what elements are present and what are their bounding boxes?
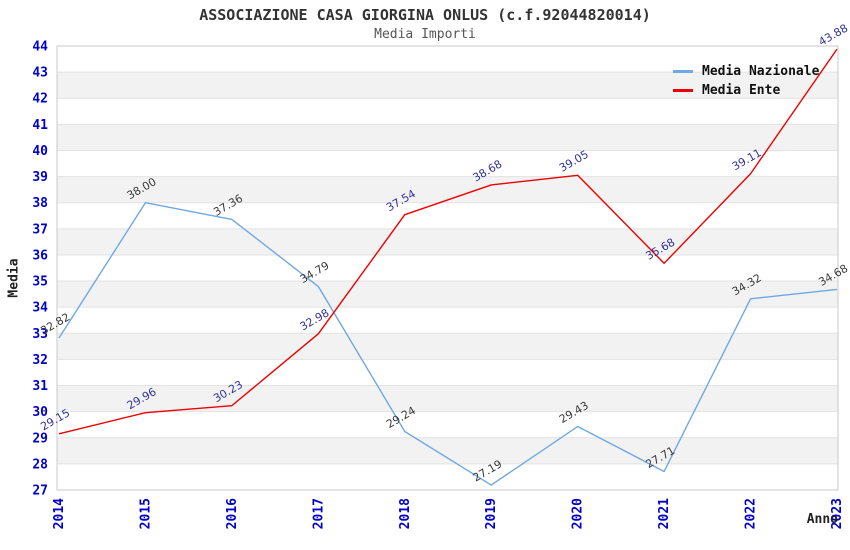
y-tick-label: 35 [32, 275, 48, 290]
legend-label-media-nazionale: Media Nazionale [702, 64, 820, 79]
x-tick-label: 2015 [138, 498, 153, 529]
y-tick-label: 42 [32, 92, 48, 107]
band [57, 437, 838, 464]
chart-title: ASSOCIAZIONE CASA GIORGINA ONLUS (c.f.92… [199, 6, 651, 24]
plot-frame [56, 45, 839, 491]
legend-item-media-nazionale: Media Nazionale [673, 62, 819, 81]
plot-area [57, 46, 838, 490]
band [57, 281, 838, 308]
legend-item-media-ente: Media Ente [673, 81, 819, 100]
y-tick-label: 31 [32, 379, 48, 394]
x-tick-label: 2019 [484, 498, 499, 529]
x-tick-label: 2021 [657, 498, 672, 529]
x-tick-label: 2014 [52, 498, 67, 529]
band [57, 124, 838, 151]
x-tick-label: 2022 [744, 498, 759, 529]
y-tick-label: 40 [32, 144, 48, 159]
y-tick-label: 36 [32, 248, 48, 263]
x-tick-label: 2023 [830, 498, 845, 529]
y-tick-label: 41 [32, 118, 48, 133]
y-tick-label: 30 [32, 405, 48, 420]
series-line-media-ente [58, 48, 838, 435]
x-axis-title: Anno [806, 512, 838, 527]
chart-header: ASSOCIAZIONE CASA GIORGINA ONLUS (c.f.92… [0, 0, 850, 42]
x-tick-label: 2016 [225, 498, 240, 529]
y-tick-label: 32 [32, 353, 48, 368]
y-tick-label: 43 [32, 66, 48, 81]
band [57, 176, 838, 203]
y-axis-title: Media [6, 258, 22, 298]
legend-line-swatch-ente-icon [673, 89, 693, 92]
x-tick-label: 2017 [311, 498, 326, 529]
band [57, 72, 838, 99]
y-tick-label: 34 [32, 301, 48, 316]
y-tick-label: 33 [32, 327, 48, 342]
y-tick-label: 29 [32, 431, 48, 446]
y-tick-label: 44 [32, 40, 48, 55]
band [57, 333, 838, 360]
band [57, 228, 838, 255]
x-tick-label: 2018 [398, 498, 413, 529]
x-tick-label: 2020 [571, 498, 586, 529]
chart-subtitle: Media Importi [374, 27, 476, 42]
legend-label-media-ente: Media Ente [702, 83, 781, 98]
y-tick-label: 28 [32, 457, 48, 472]
y-tick-label: 27 [32, 484, 48, 499]
y-tick-label: 39 [32, 170, 48, 185]
legend-line-swatch-nazionale-icon [673, 70, 693, 73]
band [57, 385, 838, 412]
y-tick-label: 38 [32, 196, 48, 211]
series-line-media-nazionale [58, 202, 838, 486]
y-tick-label: 37 [32, 222, 48, 237]
legend: Media Nazionale Media Ente [673, 62, 819, 100]
